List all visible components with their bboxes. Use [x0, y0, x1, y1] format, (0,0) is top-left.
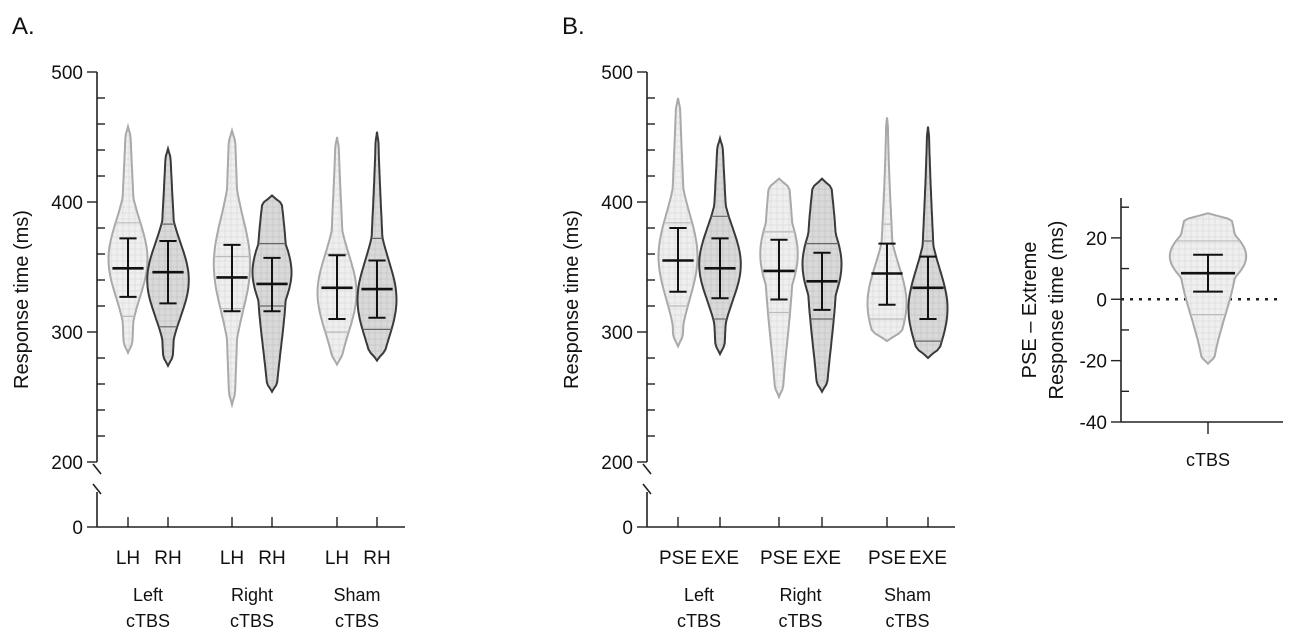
violin-2-0-violin	[866, 117, 908, 343]
y-tick-label: 300	[601, 323, 633, 344]
panel-a: A. 200 300 400 500 0 Response time (ms) LH RH Lef…	[11, 13, 405, 631]
y-tick-label: 200	[51, 453, 83, 474]
y-axis-label: Response time (ms)	[561, 210, 583, 389]
y-tick-label: 0	[622, 518, 633, 539]
panel-c-difference: -40 -20 0 20 PSE – Extreme Response time (ms)…	[1019, 198, 1283, 470]
axis-break-mark	[92, 483, 102, 495]
x-tick-label: LH	[220, 548, 244, 569]
x-tick-label: EXE	[909, 548, 947, 569]
group-label: cTBS	[778, 611, 822, 631]
y-tick-label: 400	[601, 193, 633, 214]
violin-2-1-violin	[907, 126, 949, 360]
x-tick-label: PSE	[760, 548, 798, 569]
axis-break-mark	[92, 463, 102, 475]
y-tick-label: -40	[1080, 413, 1107, 434]
y-tick-label: 300	[51, 323, 83, 344]
panel-label: B.	[562, 13, 585, 40]
group-label: Right	[779, 585, 821, 605]
y-tick-label: 0	[72, 518, 83, 539]
x-tick-label: LH	[325, 548, 349, 569]
group-label: Sham	[884, 585, 931, 605]
group-label: cTBS	[1186, 450, 1230, 470]
group-label: Sham	[333, 585, 380, 605]
y-axis-label: PSE – Extreme	[1019, 242, 1041, 379]
x-tick-label: RH	[363, 548, 390, 569]
y-tick-label: 20	[1086, 229, 1107, 250]
y-tick-label: -20	[1080, 352, 1107, 373]
x-tick-label: LH	[116, 548, 140, 569]
axis-break-mark	[642, 463, 652, 475]
y-tick-label: 500	[51, 63, 83, 84]
violin-2-0-violin	[316, 136, 358, 367]
y-tick-label: 500	[601, 63, 633, 84]
x-tick-label: EXE	[803, 548, 841, 569]
group-label: Left	[684, 585, 714, 605]
y-tick-label: 0	[1096, 290, 1107, 311]
group-label: cTBS	[885, 611, 929, 631]
x-tick-label: RH	[154, 548, 181, 569]
y-axis-label: Response time (ms)	[11, 210, 33, 389]
group-label: Left	[133, 585, 163, 605]
group-label: cTBS	[126, 611, 170, 631]
violin-2-1-violin	[356, 131, 398, 363]
y-tick-label: 400	[51, 193, 83, 214]
axis-break-mark	[642, 483, 652, 495]
group-label: cTBS	[335, 611, 379, 631]
panel-label: A.	[12, 13, 35, 40]
x-tick-label: EXE	[701, 548, 739, 569]
group-label: Right	[231, 585, 273, 605]
violin-0-0-violin	[657, 97, 699, 349]
x-tick-label: PSE	[659, 548, 697, 569]
x-tick-label: RH	[258, 548, 285, 569]
group-label: cTBS	[677, 611, 721, 631]
group-label: cTBS	[230, 611, 274, 631]
x-tick-label: PSE	[868, 548, 906, 569]
y-tick-label: 200	[601, 453, 633, 474]
y-axis-label: Response time (ms)	[1046, 221, 1068, 400]
